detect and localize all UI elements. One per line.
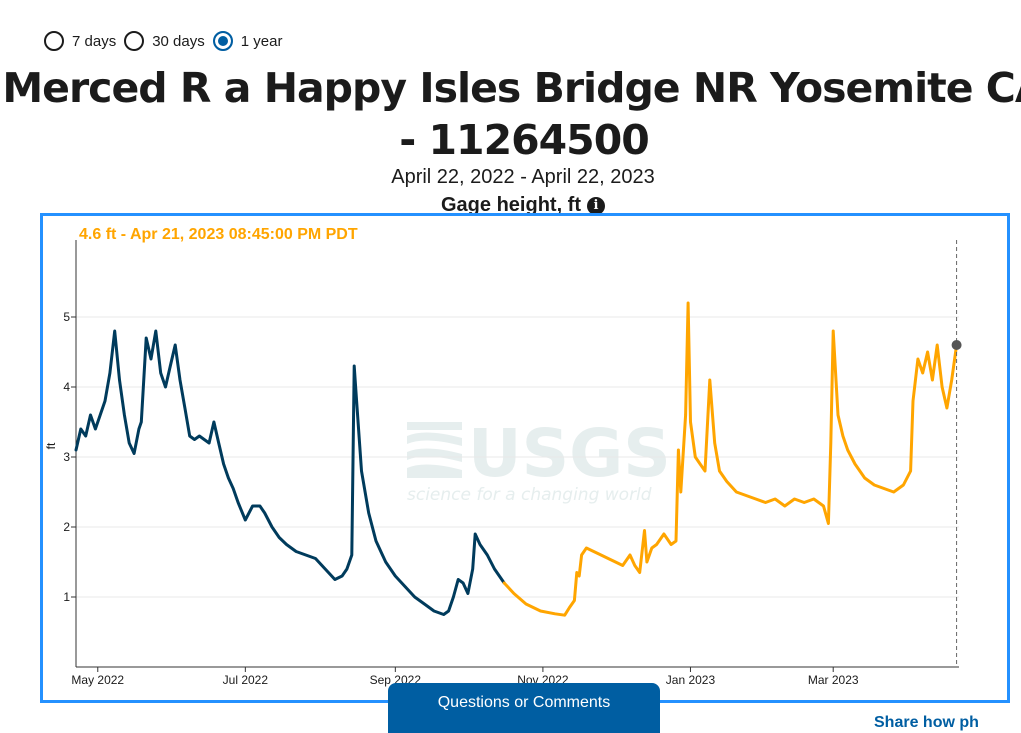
cursor-point bbox=[951, 340, 962, 350]
y-tick-label: 5 bbox=[63, 310, 70, 324]
usgs-logo-waves-icon bbox=[407, 422, 462, 478]
y-tick-label: 4 bbox=[63, 380, 70, 394]
parameter-label: Gage height, ft bbox=[441, 194, 581, 216]
x-tick-label: Jul 2022 bbox=[223, 673, 269, 687]
radio-7-days[interactable]: 7 days bbox=[44, 31, 116, 51]
y-tick-label: 3 bbox=[63, 450, 70, 464]
date-range: April 22, 2022 - April 22, 2023 bbox=[391, 166, 655, 188]
radio-circle[interactable] bbox=[44, 31, 64, 51]
radio-circle[interactable] bbox=[124, 31, 145, 51]
x-tick-label: May 2022 bbox=[71, 673, 124, 687]
radio-label: 7 days bbox=[72, 32, 117, 50]
site-title: Merced R a Happy Isles Bridge NR Yosemit… bbox=[2, 64, 1021, 164]
y-tick-label: 2 bbox=[63, 520, 70, 534]
grid-lines bbox=[76, 316, 959, 598]
approved-series-line bbox=[74, 329, 506, 616]
x-tick-label: Mar 2023 bbox=[808, 673, 859, 687]
cursor-group bbox=[951, 240, 962, 667]
radio-30-days[interactable]: 30 days bbox=[124, 31, 205, 51]
share-link[interactable]: Share how ph bbox=[874, 714, 979, 731]
watermark-logo-text: USGS bbox=[468, 415, 671, 492]
parameter-heading: Gage height, ft i bbox=[0, 194, 1021, 216]
y-tick-label: 1 bbox=[63, 590, 70, 604]
radio-1-year[interactable]: 1 year bbox=[212, 31, 283, 51]
series-group bbox=[74, 301, 959, 617]
usgs-watermark: USGS science for a changing world bbox=[407, 415, 671, 505]
radio-label: 30 days bbox=[152, 32, 205, 50]
radio-label: 1 year bbox=[240, 32, 283, 50]
info-icon[interactable]: i bbox=[587, 197, 605, 215]
x-tick-label: Jan 2023 bbox=[666, 673, 716, 687]
y-axis-label: ft bbox=[44, 442, 58, 449]
period-radio-group: 7 days 30 days 1 year bbox=[44, 31, 290, 51]
provisional-series-line bbox=[502, 301, 959, 617]
hover-tooltip: 4.6 ft - Apr 21, 2023 08:45:00 PM PDT bbox=[79, 226, 358, 243]
questions-comments-button[interactable]: Questions or Comments bbox=[388, 683, 660, 733]
watermark-tagline: science for a changing world bbox=[407, 485, 652, 505]
radio-circle-selected[interactable] bbox=[212, 31, 233, 51]
